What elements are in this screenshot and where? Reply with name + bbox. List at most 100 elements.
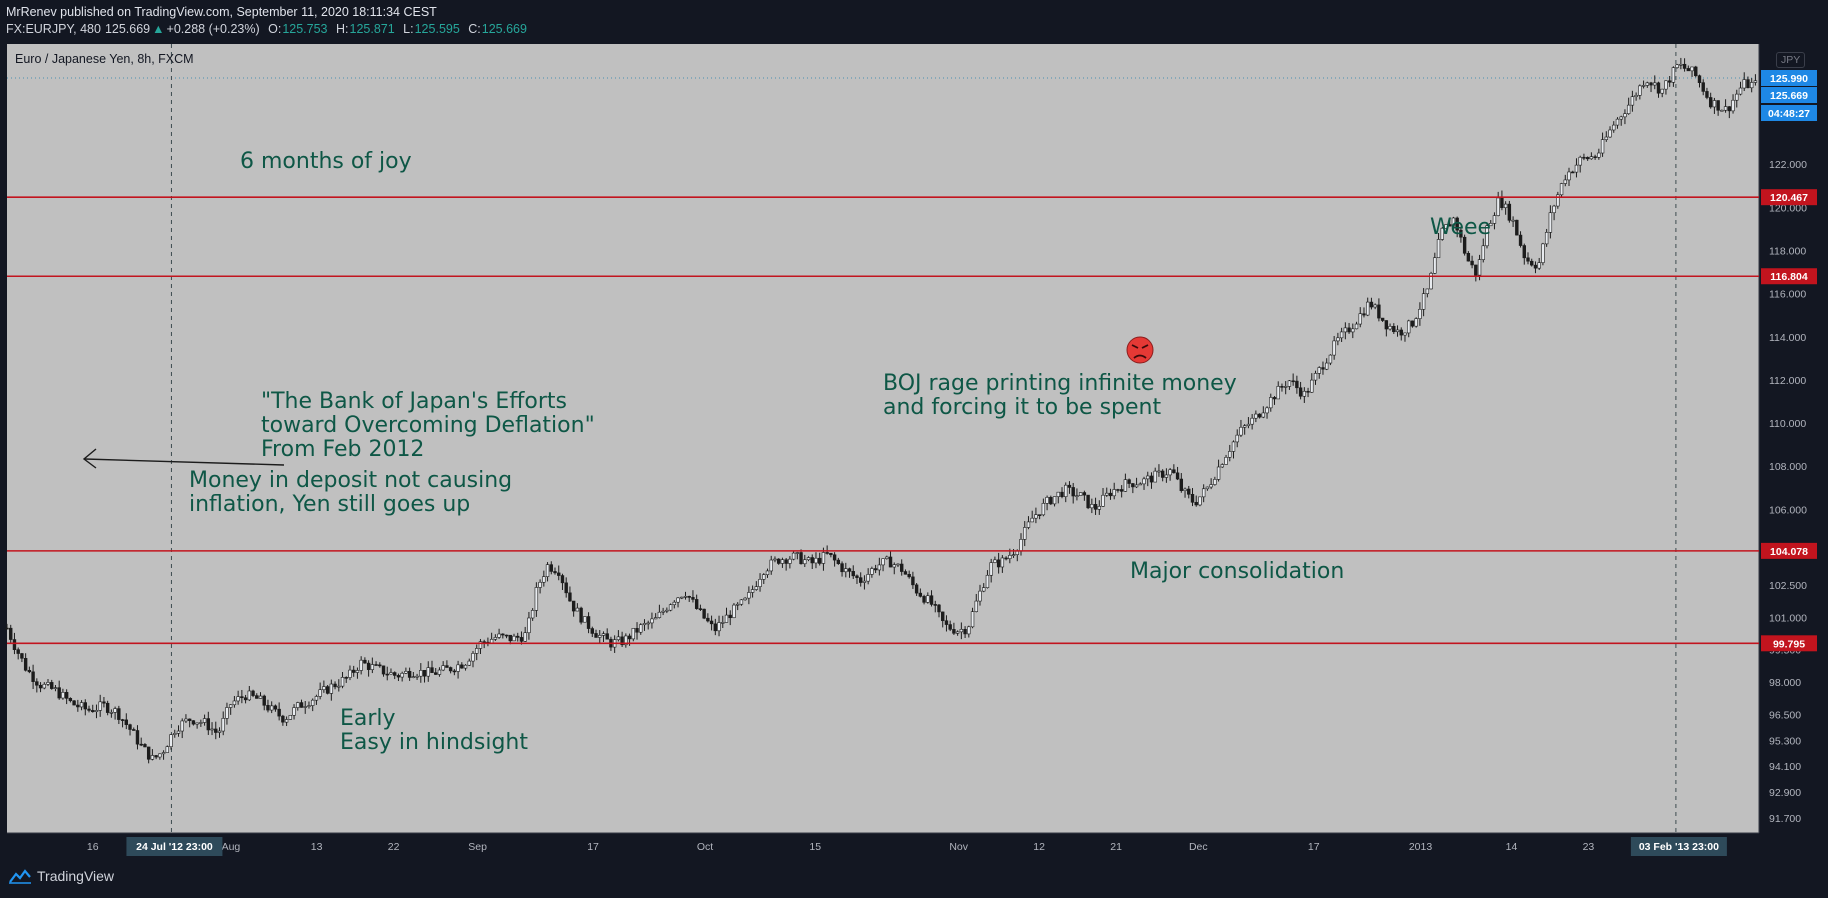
- candle-down: [20, 653, 24, 659]
- candle-up: [747, 592, 751, 599]
- candle-up: [173, 733, 177, 735]
- candle-down: [434, 672, 438, 675]
- symbol-line: FX:EURJPY, 480 125.669 ▲ +0.288 (+0.23%) O:…: [6, 21, 532, 38]
- candle-down: [516, 635, 520, 638]
- candle-up: [1675, 64, 1679, 68]
- candle-down: [1086, 494, 1090, 509]
- candle-up: [877, 564, 882, 571]
- candle-up: [1261, 412, 1266, 418]
- candle-down: [1280, 386, 1284, 388]
- candle-down: [1530, 260, 1534, 266]
- candle-up: [199, 722, 203, 724]
- chart-pane[interactable]: [7, 44, 1759, 833]
- candle-down: [579, 607, 583, 623]
- candle-up: [1451, 217, 1456, 227]
- y-tick-label: 101.000: [1769, 612, 1807, 624]
- candle-up: [404, 670, 408, 674]
- candle-up: [1552, 205, 1556, 214]
- y-tick-label: 114.000: [1769, 332, 1806, 344]
- candle-up: [661, 610, 665, 613]
- candle-down: [16, 649, 20, 654]
- candle-down: [1459, 229, 1463, 238]
- tradingview-brand[interactable]: TradingView: [8, 868, 114, 884]
- candle-down: [810, 557, 814, 564]
- candle-down: [996, 559, 1001, 568]
- candle-down: [888, 556, 893, 568]
- candle-up: [1567, 171, 1571, 181]
- candle-up: [1015, 550, 1019, 555]
- candle-up: [1574, 164, 1579, 173]
- candle-up: [993, 559, 997, 563]
- candle-up: [303, 706, 307, 708]
- annotation-early: Early Easy in hindsight: [340, 706, 528, 755]
- candle-down: [564, 582, 568, 594]
- candle-up: [1388, 326, 1392, 330]
- candle-up: [61, 692, 65, 699]
- x-tick-label: Sep: [468, 841, 487, 853]
- candle-up: [1645, 82, 1650, 86]
- candle-down: [64, 692, 69, 699]
- candle-up: [310, 699, 315, 706]
- candle-up: [411, 676, 416, 678]
- candle-up: [1630, 96, 1635, 106]
- candle-up: [236, 696, 240, 702]
- candle-up: [1198, 496, 1202, 506]
- candle-down: [381, 665, 386, 675]
- annotation-consolidation: Major consolidation: [1130, 559, 1345, 584]
- candle-down: [914, 584, 919, 594]
- candle-up: [631, 628, 635, 640]
- candle-up: [489, 638, 494, 644]
- candle-up: [773, 558, 777, 561]
- candle-up: [180, 720, 184, 732]
- candle-up: [795, 552, 800, 554]
- candle-down: [1705, 91, 1709, 98]
- low-value: 125.595: [414, 22, 460, 36]
- candle-down: [1694, 66, 1698, 77]
- annotation-boj-rage: BOJ rage printing infinite money and for…: [883, 371, 1237, 420]
- candle-up: [680, 596, 684, 599]
- candle-down: [1172, 469, 1176, 474]
- candle-up: [176, 730, 181, 734]
- x-tick-label: 16: [87, 841, 99, 853]
- candle-up: [1216, 466, 1221, 480]
- candle-down: [776, 558, 781, 564]
- candle-up: [400, 672, 404, 678]
- candle-down: [1049, 497, 1053, 505]
- candle-up: [1105, 492, 1109, 496]
- candle-up: [225, 707, 229, 719]
- candle-up: [1011, 554, 1016, 556]
- level-price-box: [1761, 189, 1817, 206]
- candle-up: [1664, 80, 1668, 90]
- candle-up: [98, 701, 102, 711]
- candle-up: [497, 633, 501, 638]
- candle-up: [161, 752, 166, 755]
- x-tick-label: 13: [311, 841, 323, 853]
- candle-down: [847, 568, 852, 572]
- candle-up: [967, 626, 971, 635]
- candle-up: [94, 710, 99, 713]
- candle-up: [1254, 413, 1258, 419]
- candle-up: [1000, 557, 1005, 568]
- candles: [5, 57, 1758, 764]
- candle-down: [124, 719, 128, 725]
- candle-up: [1343, 327, 1348, 333]
- candle-up: [340, 677, 345, 687]
- x-tick-label: 14: [1506, 841, 1518, 853]
- candle-up: [1433, 257, 1437, 274]
- candle-up: [743, 597, 747, 601]
- candle-up: [955, 631, 960, 634]
- chart-title: Euro / Japanese Yen, 8h, FXCM: [15, 52, 194, 66]
- candle-down: [1392, 326, 1396, 333]
- candle-up: [337, 685, 341, 688]
- candle-up: [165, 746, 170, 753]
- candle-up: [210, 728, 214, 731]
- level-price-label: 99.795: [1773, 638, 1805, 650]
- candle-down: [1697, 75, 1702, 83]
- time-marker-label: 03 Feb '13 23:00: [1639, 841, 1719, 853]
- candle-down: [829, 552, 833, 556]
- currency-label[interactable]: JPY: [1776, 52, 1806, 68]
- candle-up: [866, 574, 870, 582]
- candle-up: [1324, 362, 1329, 370]
- candle-down: [855, 575, 859, 578]
